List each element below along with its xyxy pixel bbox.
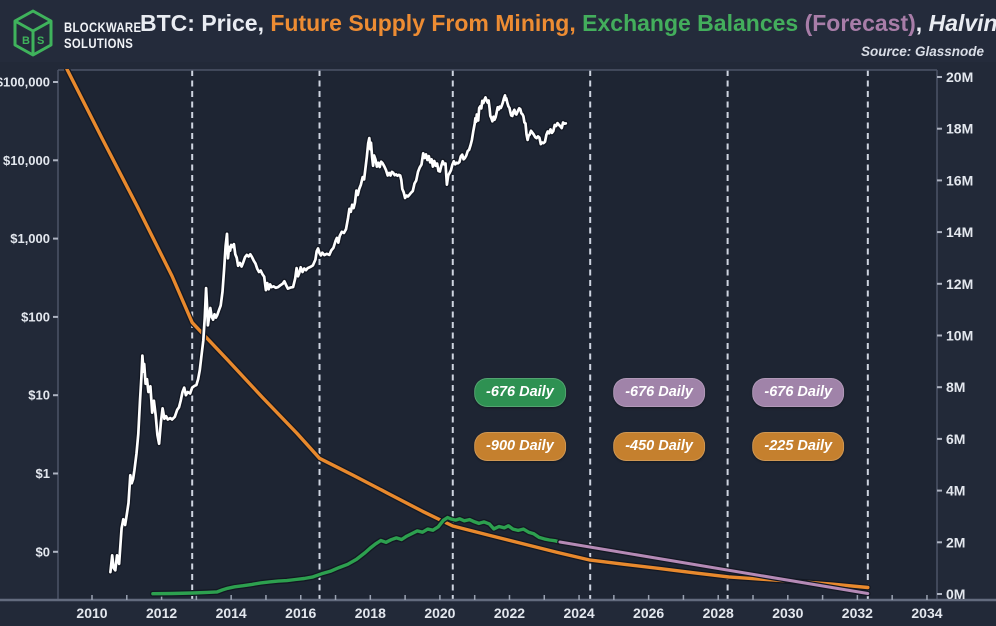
- annotation-badge: -676 Daily: [752, 378, 845, 407]
- right-axis-tick-label: 8M: [946, 379, 965, 395]
- logo: B S BLOCKWARE SOLUTIONS: [10, 8, 156, 63]
- blockware-cube-icon: B S: [10, 8, 56, 63]
- left-axis-tick-label: $10: [28, 388, 50, 403]
- x-axis-tick-label: 2024: [563, 605, 594, 621]
- title-segment: Halvings: [928, 10, 996, 36]
- right-axis-tick-label: 6M: [946, 431, 965, 447]
- x-axis-tick-label: 2018: [355, 605, 386, 621]
- annotation-badge: -450 Daily: [613, 432, 705, 461]
- price-series: [109, 94, 568, 574]
- left-axis-tick-label: $1,000: [10, 231, 50, 246]
- annotation-badge: -225 Daily: [752, 432, 845, 461]
- right-axis-tick-label: 0M: [946, 586, 965, 602]
- svg-text:B: B: [22, 35, 30, 47]
- right-axis-tick-label: 12M: [946, 276, 973, 292]
- x-axis-tick-label: 2026: [633, 605, 664, 621]
- title-segment: BTC: Price,: [140, 10, 271, 36]
- forecast-series: [558, 540, 870, 595]
- right-axis-tick-label: 14M: [946, 224, 973, 240]
- x-axis-tick-label: 2010: [76, 605, 107, 621]
- logo-line2: SOLUTIONS: [64, 35, 134, 51]
- right-axis-tick-label: 4M: [946, 483, 965, 499]
- x-axis-tick-label: 2016: [285, 605, 316, 621]
- title-segment: (Forecast): [798, 10, 916, 36]
- page-title: BTC: Price, Future Supply From Mining, E…: [140, 10, 996, 37]
- x-axis-tick-label: 2022: [494, 605, 525, 621]
- left-axis-tick-label: $100: [21, 309, 50, 324]
- x-axis-tick-label: 2020: [424, 605, 455, 621]
- title-segment: ,: [915, 10, 929, 36]
- x-axis-tick-label: 2028: [703, 605, 734, 621]
- plot-background: [58, 70, 937, 600]
- right-axis-tick-label: 20M: [946, 69, 973, 85]
- header: B S BLOCKWARE SOLUTIONS BTC: Price, Futu…: [0, 0, 996, 62]
- title-segment: Exchange Balances: [582, 10, 799, 36]
- left-axis-tick-label: $0: [36, 544, 50, 559]
- source-label: Source: Glassnode: [860, 44, 984, 59]
- right-axis-tick-label: 10M: [946, 328, 973, 344]
- svg-text:S: S: [37, 35, 44, 47]
- logo-text: BLOCKWARE SOLUTIONS: [64, 20, 141, 50]
- x-axis-tick-label: 2012: [146, 605, 177, 621]
- x-axis-tick-label: 2030: [772, 605, 803, 621]
- left-axis-tick-label: $10,000: [3, 153, 50, 168]
- title-segment: Future Supply From Mining,: [270, 10, 576, 36]
- annotation-badge: -676 Daily: [474, 378, 566, 407]
- right-axis-tick-label: 2M: [946, 534, 965, 550]
- x-axis-tick-label: 2014: [216, 605, 247, 621]
- annotation-badge: -900 Daily: [474, 432, 566, 461]
- right-axis-tick-label: 16M: [946, 172, 973, 188]
- series-layer: [64, 69, 871, 597]
- left-axis-tick-label: $1: [36, 466, 50, 481]
- x-axis-tick-label: 2032: [842, 605, 873, 621]
- exchange-series: [151, 515, 562, 596]
- x-axis-tick-label: 2034: [911, 605, 942, 621]
- logo-line1: BLOCKWARE: [64, 20, 142, 36]
- left-axis-tick-label: $100,000: [0, 75, 50, 90]
- annotation-badge: -676 Daily: [613, 378, 705, 407]
- supply-series: [65, 69, 870, 590]
- right-axis-tick-label: 18M: [946, 121, 973, 137]
